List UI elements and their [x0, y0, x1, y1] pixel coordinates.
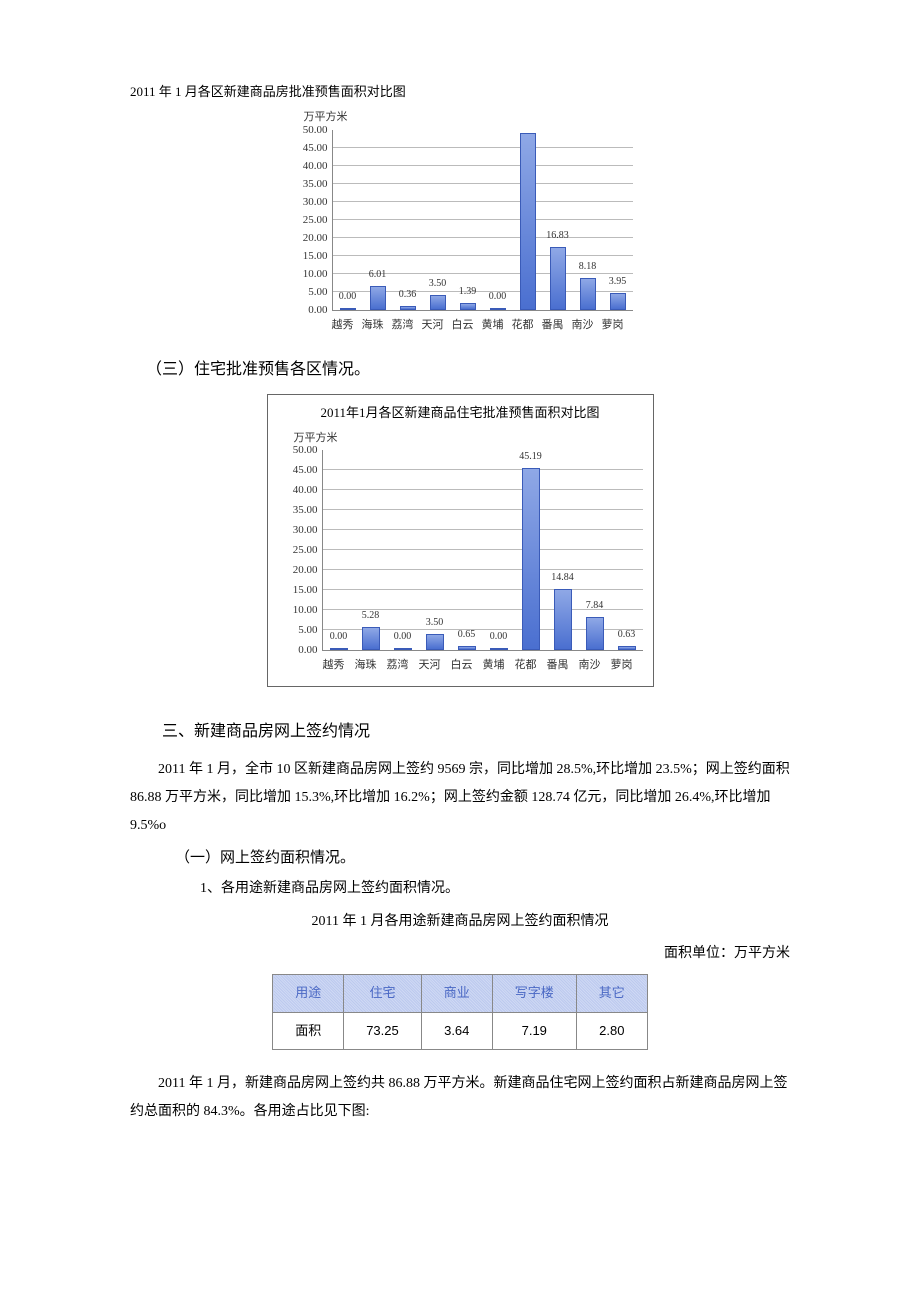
table-cell: 2.80 [576, 1012, 647, 1050]
x-tick-label: 白云 [448, 315, 478, 336]
paragraph-2: 2011 年 1 月，新建商品房网上签约共 86.88 万平方米。新建商品住宅网… [130, 1070, 790, 1126]
x-tick-label: 天河 [418, 315, 448, 336]
bar-value-label: 6.01 [369, 265, 387, 284]
table-header-cell: 用途 [273, 975, 344, 1013]
bar-value-label: 45.19 [519, 450, 542, 465]
bar [618, 646, 636, 651]
table-row: 面积73.253.647.192.80 [273, 1012, 648, 1050]
bar-value-label: 48.63 [516, 130, 539, 131]
bar-value-label: 3.95 [609, 272, 627, 291]
bar-value-label: 7.84 [586, 596, 604, 615]
bar [400, 306, 416, 309]
x-tick-label: 天河 [414, 655, 446, 676]
x-tick-label: 番禺 [538, 315, 568, 336]
bar-value-label: 3.50 [426, 613, 444, 632]
numbered-1: 1、各用途新建商品房网上签约面积情况。 [130, 876, 790, 903]
x-tick-label: 海珠 [358, 315, 388, 336]
bar-value-label: 0.00 [339, 287, 357, 306]
table-header-cell: 商业 [421, 975, 492, 1013]
x-tick-label: 越秀 [318, 655, 350, 676]
table-header-cell: 住宅 [344, 975, 422, 1013]
table-header-cell: 其它 [576, 975, 647, 1013]
bar [554, 589, 572, 650]
paragraph-1: 2011 年 1 月，全市 10 区新建商品房网上签约 9569 宗，同比增加 … [130, 756, 790, 840]
bar-value-label: 8.18 [579, 257, 597, 276]
bar-value-label: 14.84 [551, 568, 574, 587]
x-tick-label: 萝岗 [598, 315, 628, 336]
bar [550, 247, 566, 310]
bar-value-label: 0.65 [458, 625, 476, 644]
usage-table-title: 2011 年 1 月各用途新建商品房网上签约面积情况 [130, 909, 790, 936]
bar [394, 648, 412, 650]
bar-value-label: 0.00 [490, 627, 508, 646]
bar [370, 286, 386, 310]
x-tick-label: 黄埔 [478, 315, 508, 336]
bar-value-label: 5.28 [362, 606, 380, 625]
bar [520, 133, 536, 310]
bar [490, 308, 506, 310]
bar-value-label: 16.83 [546, 226, 569, 245]
table-cell: 73.25 [344, 1012, 422, 1050]
bar-value-label: 0.63 [618, 625, 636, 644]
x-tick-label: 黄埔 [478, 655, 510, 676]
chart2-title: 2011年1月各区新建商品住宅批准预售面积对比图 [278, 401, 643, 428]
chart1-container: 万平方米50.0045.0040.0035.0030.0025.0020.001… [130, 107, 790, 336]
table-cell: 3.64 [421, 1012, 492, 1050]
sub-1-heading: （一）网上签约面积情况。 [130, 844, 790, 873]
bar [340, 308, 356, 310]
x-tick-label: 南沙 [568, 315, 598, 336]
table-header-cell: 写字楼 [492, 975, 576, 1013]
bar [362, 627, 380, 650]
x-tick-label: 荔湾 [388, 315, 418, 336]
table-cell: 面积 [273, 1012, 344, 1050]
usage-table-unit: 面积单位：万平方米 [130, 941, 790, 968]
bar-value-label: 0.00 [489, 287, 507, 306]
bar [460, 303, 476, 310]
bar-value-label: 0.36 [399, 285, 417, 304]
x-tick-label: 越秀 [328, 315, 358, 336]
x-tick-label: 番禺 [542, 655, 574, 676]
bar [330, 648, 348, 650]
usage-table: 用途住宅商业写字楼其它 面积73.253.647.192.80 [272, 974, 648, 1050]
x-tick-label: 海珠 [350, 655, 382, 676]
bar [458, 646, 476, 651]
chart2-container: 2011年1月各区新建商品住宅批准预售面积对比图 万平方米50.0045.004… [130, 394, 790, 687]
bar [490, 648, 508, 650]
x-tick-label: 花都 [510, 655, 542, 676]
x-tick-label: 荔湾 [382, 655, 414, 676]
x-tick-label: 白云 [446, 655, 478, 676]
bar [610, 293, 626, 309]
table-cell: 7.19 [492, 1012, 576, 1050]
bar [522, 468, 540, 651]
bar-value-label: 1.39 [459, 282, 477, 301]
bar [586, 617, 604, 650]
bar-value-label: 0.00 [330, 627, 348, 646]
bar [426, 634, 444, 650]
main-section-heading: 三、新建商品房网上签约情况 [130, 717, 790, 747]
bar [430, 295, 446, 310]
x-tick-label: 南沙 [574, 655, 606, 676]
bar [580, 278, 596, 309]
section-3-heading: （三）住宅批准预售各区情况。 [130, 355, 790, 385]
x-tick-label: 萝岗 [606, 655, 638, 676]
bar-value-label: 3.50 [429, 274, 447, 293]
x-tick-label: 花都 [508, 315, 538, 336]
bar-value-label: 0.00 [394, 627, 412, 646]
chart1-title: 2011 年 1 月各区新建商品房批准预售面积对比图 [130, 80, 790, 105]
